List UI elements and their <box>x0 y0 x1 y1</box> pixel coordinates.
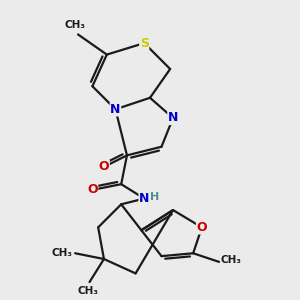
Text: O: O <box>196 221 207 234</box>
Text: CH₃: CH₃ <box>78 286 99 296</box>
Text: N: N <box>139 192 149 205</box>
Text: N: N <box>168 111 178 124</box>
Text: S: S <box>140 37 149 50</box>
Text: O: O <box>87 183 98 196</box>
Text: O: O <box>99 160 109 173</box>
Text: H: H <box>150 192 159 202</box>
Text: N: N <box>110 103 121 116</box>
Text: CH₃: CH₃ <box>51 248 72 258</box>
Text: CH₃: CH₃ <box>64 20 86 30</box>
Text: CH₃: CH₃ <box>220 256 242 266</box>
